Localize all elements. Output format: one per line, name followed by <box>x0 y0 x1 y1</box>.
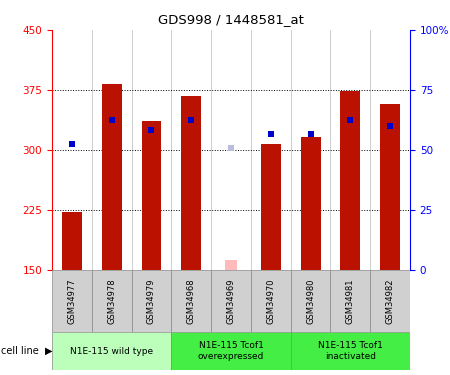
Bar <box>301 137 320 270</box>
Bar <box>171 270 211 332</box>
Bar <box>92 270 131 332</box>
Bar <box>131 270 171 332</box>
Bar <box>225 260 237 270</box>
Text: GSM34979: GSM34979 <box>147 278 156 324</box>
Text: N1E-115 Tcof1
overexpressed: N1E-115 Tcof1 overexpressed <box>198 341 264 361</box>
Bar <box>261 144 281 270</box>
Bar <box>291 270 330 332</box>
Text: GSM34982: GSM34982 <box>386 278 395 324</box>
Text: ▶: ▶ <box>45 346 53 356</box>
Bar <box>370 270 410 332</box>
Bar <box>102 84 122 270</box>
Text: GSM34977: GSM34977 <box>68 278 76 324</box>
Text: GSM34978: GSM34978 <box>107 278 116 324</box>
Bar <box>340 91 360 270</box>
Text: GSM34980: GSM34980 <box>306 278 315 324</box>
Bar <box>211 270 251 332</box>
Text: N1E-115 Tcof1
inactivated: N1E-115 Tcof1 inactivated <box>318 341 383 361</box>
Text: GSM34969: GSM34969 <box>226 278 235 324</box>
Title: GDS998 / 1448581_at: GDS998 / 1448581_at <box>158 13 304 26</box>
Text: cell line: cell line <box>1 346 39 356</box>
Bar <box>52 332 171 370</box>
Bar <box>380 104 400 270</box>
Text: GSM34970: GSM34970 <box>266 278 275 324</box>
Bar <box>52 270 92 332</box>
Text: GSM34981: GSM34981 <box>346 278 355 324</box>
Text: GSM34968: GSM34968 <box>187 278 196 324</box>
Bar <box>141 121 162 270</box>
Bar <box>171 332 291 370</box>
Text: N1E-115 wild type: N1E-115 wild type <box>70 346 153 355</box>
Bar <box>62 212 82 270</box>
Bar <box>181 96 201 270</box>
Bar <box>251 270 291 332</box>
Bar <box>330 270 370 332</box>
Bar <box>291 332 410 370</box>
